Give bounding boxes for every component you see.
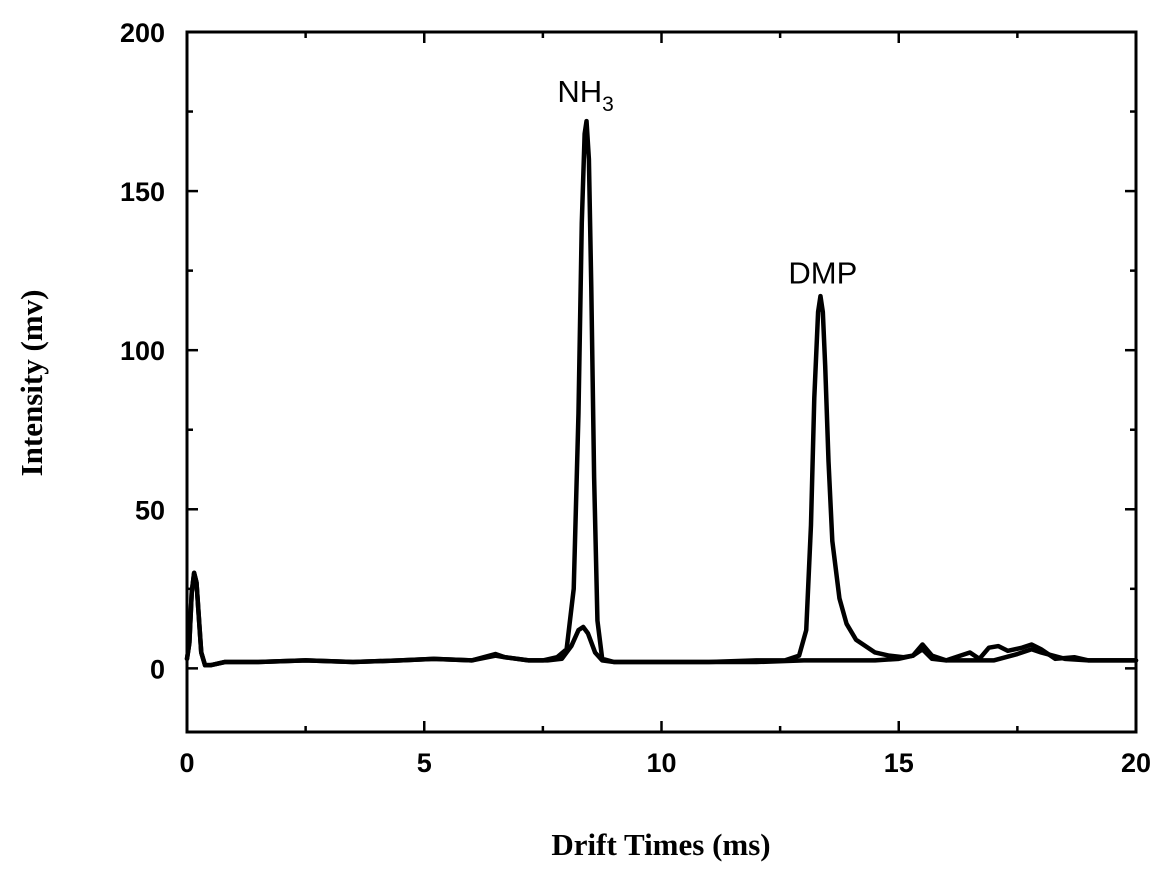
x-tick-label: 20 [1121, 748, 1151, 778]
y-tick-label: 100 [120, 336, 165, 366]
ticks-layer [185, 30, 1138, 732]
x-tick-label: 5 [417, 748, 432, 778]
y-tick-label: 50 [135, 495, 165, 525]
peak-label-subscript: 3 [602, 93, 614, 116]
y-tick-label: 0 [150, 654, 165, 684]
series-line-1 [184, 118, 1139, 668]
x-axis-title: Drift Times (ms) [551, 827, 770, 862]
peak-label: DMP [788, 255, 857, 290]
series-layer [184, 118, 1139, 668]
x-tick-label: 0 [179, 748, 194, 778]
plot-frame [185, 30, 1138, 734]
peak-label: NH3 [557, 74, 613, 116]
x-tick-label: 10 [646, 748, 676, 778]
series-line-2 [184, 570, 1139, 668]
annotation-layer: NH3 DMP [557, 74, 857, 290]
y-axis-title: Intensity (mv) [14, 290, 49, 477]
x-tick-label: 15 [884, 748, 914, 778]
y-tick-label: 150 [120, 177, 165, 207]
y-tick-label: 200 [120, 18, 165, 48]
